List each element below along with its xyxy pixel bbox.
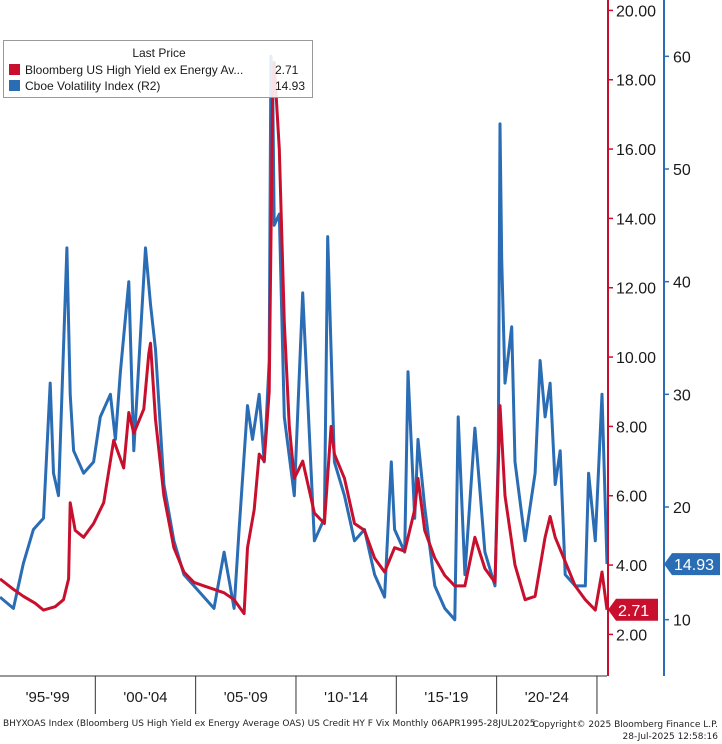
legend-swatch-hy [9,64,20,75]
left-tick-label: 14.00 [616,211,656,228]
last-value-tags: 2.71 14.93 [608,553,720,621]
x-tick-label: '00-'04 [123,689,167,706]
footer-source: BHYXOAS Index (Bloomberg US High Yield e… [3,719,536,729]
right-tick-label: 40 [673,275,691,292]
legend-value-vix: 14.93 [275,79,306,93]
right-tick-label: 50 [673,162,691,179]
right-tick-label: 20 [673,500,691,517]
left-tick-label: 10.00 [616,350,656,367]
x-axis: '95-'99 '00-'04 '05-'09 '10-'14 '15-'19 '20-'… [0,675,607,714]
legend-label-hy: Bloomberg US High Yield ex Energy Av... [25,63,244,77]
hy-last-value-tag-label: 2.71 [618,603,649,620]
footer-copyright-block: Copyright© 2025 Bloomberg Finance L.P. 2… [533,719,718,743]
footer-timestamp: 28-Jul-2025 12:58:16 [622,732,719,742]
vix-last-value-tag-label: 14.93 [674,557,714,574]
hy-last-value-tag [608,598,658,621]
legend-value-hy: 2.71 [275,63,299,77]
series-line-hy-spread [0,60,609,616]
left-tick-label: 20.00 [616,3,656,20]
left-tick-label: 12.00 [616,281,656,298]
x-tick-label: '20-'24 [525,689,569,706]
x-tick-label: '95-'99 [26,689,70,706]
left-tick-label: 8.00 [616,419,647,436]
legend-header: Last Price [132,46,186,60]
series-line-vix [0,54,609,622]
right-tick-label: 30 [673,387,691,404]
left-y-axis: 2.00 4.00 6.00 8.00 10.00 12.00 14.00 16.00 18.0… [607,0,656,676]
left-tick-label: 4.00 [616,558,647,575]
left-tick-label: 2.00 [616,627,647,644]
legend: Last Price Bloomberg US High Yield ex En… [3,40,313,98]
right-y-axis: 10 20 30 40 50 60 [663,0,691,676]
left-tick-label: 16.00 [616,142,656,159]
x-tick-label: '10-'14 [324,689,368,706]
left-tick-label: 6.00 [616,489,647,506]
left-tick-label: 18.00 [616,73,656,90]
legend-swatch-vix [9,80,20,91]
legend-label-vix: Cboe Volatility Index (R2) [25,79,161,93]
right-tick-label: 60 [673,49,691,66]
right-tick-label: 10 [673,613,691,630]
vix-last-value-tag [664,553,720,576]
x-tick-label: '15-'19 [424,689,468,706]
x-tick-label: '05-'09 [224,689,268,706]
plot-area [0,54,609,622]
footer-copyright: Copyright© 2025 Bloomberg Finance L.P. [532,720,718,730]
chart: '95-'99 '00-'04 '05-'09 '10-'14 '15-'19 '20-'… [0,0,720,714]
footer: BHYXOAS Index (Bloomberg US High Yield e… [0,716,722,744]
